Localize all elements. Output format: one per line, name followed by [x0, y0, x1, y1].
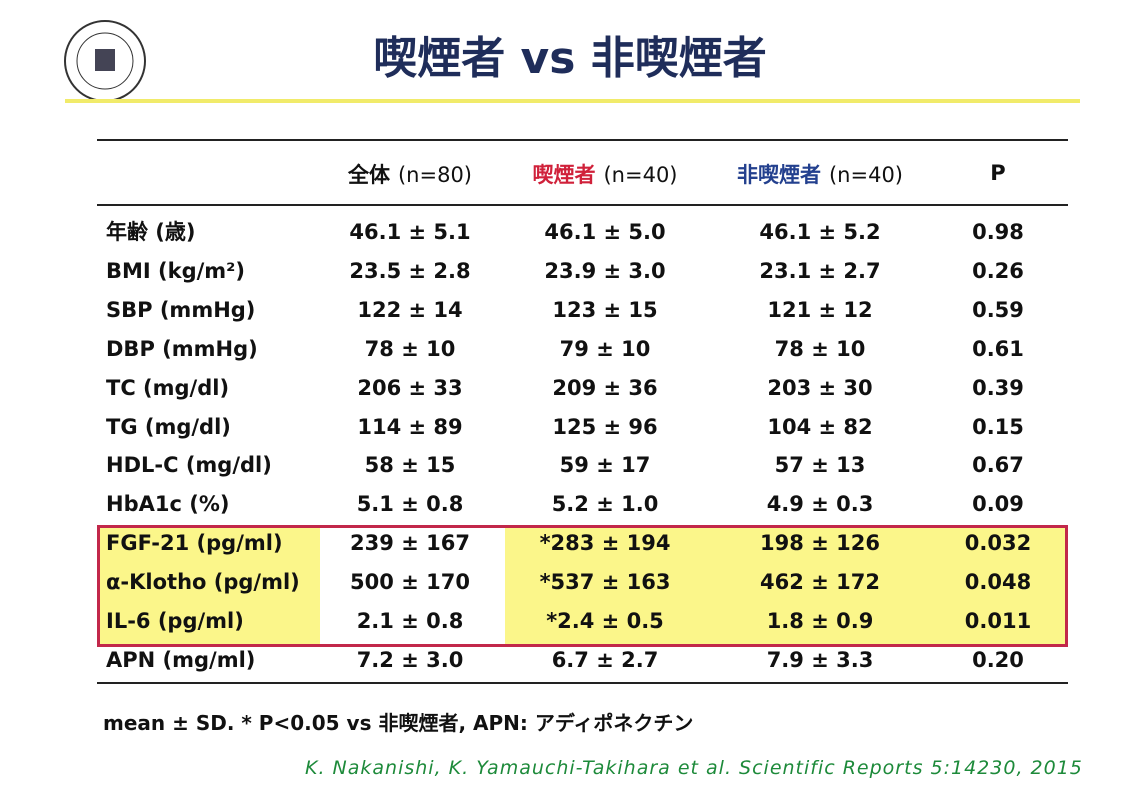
row-label: BMI (kg/m²) [106, 258, 245, 283]
cell-value: *283 ± 194 [539, 531, 671, 556]
cell-value: *2.4 ± 0.5 [546, 609, 664, 633]
cell-value: 5.2 ± 1.0 [551, 492, 659, 517]
cell-value: 23.5 ± 2.8 [349, 258, 471, 283]
cell-value: 46.1 ± 5.1 [349, 220, 471, 244]
cell-value: 122 ± 14 [357, 297, 463, 322]
p-value: 0.15 [972, 414, 1024, 439]
cell-value: 6.7 ± 2.7 [551, 647, 659, 672]
p-value: 0.26 [972, 258, 1024, 283]
row-label: TG (mg/dl) [106, 414, 231, 439]
highlight-border [97, 525, 1068, 647]
column-header: 喫煙者 (n=40) [495, 156, 715, 195]
cell-value: 206 ± 33 [357, 375, 463, 400]
row-label: APN (mg/ml) [106, 647, 256, 672]
highlight [100, 528, 320, 647]
cell-value: 23.9 ± 3.0 [544, 258, 666, 283]
footnote: mean ± SD. * P<0.05 vs 非喫煙者, APN: アディポネク… [103, 711, 694, 735]
cell-value: 239 ± 167 [350, 531, 470, 556]
table-top-rule [97, 139, 1068, 141]
column-header: 非喫煙者 (n=40) [710, 156, 930, 195]
cell-value: 462 ± 172 [760, 570, 880, 595]
cell-value: 4.9 ± 0.3 [766, 492, 874, 517]
column-label: 全体 [347, 163, 390, 187]
cell-value: 198 ± 126 [760, 531, 880, 556]
cell-value: 46.1 ± 5.2 [759, 220, 881, 244]
column-header: 全体 (n=80) [300, 156, 520, 195]
p-value: 0.98 [972, 220, 1024, 244]
cell-value: 57 ± 13 [774, 453, 866, 478]
cell-value: 59 ± 17 [559, 453, 651, 478]
cell-value: 5.1 ± 0.8 [356, 492, 464, 517]
citation: K. Nakanishi, K. Yamauchi-Takihara et al… [305, 757, 1083, 779]
row-label: HDL-C (mg/dl) [106, 453, 272, 478]
cell-value: *537 ± 163 [539, 570, 671, 595]
cell-value: 79 ± 10 [559, 336, 651, 361]
cell-value: 78 ± 10 [774, 336, 866, 361]
header-rule [97, 204, 1068, 206]
cell-value: 125 ± 96 [552, 414, 658, 439]
p-value: 0.67 [972, 453, 1024, 478]
cell-value: 104 ± 82 [767, 414, 873, 439]
cell-value: 209 ± 36 [552, 375, 658, 400]
cell-value: 2.1 ± 0.8 [356, 609, 464, 633]
p-value: 0.09 [972, 492, 1024, 517]
cell-value: 123 ± 15 [552, 297, 658, 322]
table-bottom-rule [97, 682, 1068, 684]
row-label: FGF-21 (pg/ml) [106, 531, 283, 556]
cell-value: 203 ± 30 [767, 375, 873, 400]
column-n: (n=80) [397, 163, 472, 187]
p-value: 0.39 [972, 375, 1024, 400]
p-value: 0.61 [972, 336, 1024, 361]
cell-value: 114 ± 89 [357, 414, 463, 439]
column-n: (n=40) [603, 163, 678, 187]
p-value: 0.20 [972, 647, 1024, 672]
title-rule [65, 99, 1080, 103]
row-label: TC (mg/dl) [106, 375, 230, 400]
highlight [505, 528, 1067, 647]
row-label: DBP (mmHg) [106, 336, 258, 361]
cell-value: 1.8 ± 0.9 [766, 609, 874, 633]
row-label: α-Klotho (pg/ml) [106, 570, 300, 595]
cell-value: 7.9 ± 3.3 [766, 647, 874, 672]
row-label: SBP (mmHg) [106, 297, 256, 322]
column-label: 非喫煙者 [736, 163, 821, 187]
cell-value: 78 ± 10 [364, 336, 456, 361]
p-value: 0.011 [964, 609, 1032, 633]
column-label: 喫煙者 [532, 163, 596, 187]
cell-value: 58 ± 15 [364, 453, 456, 478]
title: 喫煙者 vs 非喫煙者 [373, 33, 767, 84]
cell-value: 46.1 ± 5.0 [544, 220, 666, 244]
row-label: 年齢 (歳) [106, 220, 196, 244]
p-value: 0.032 [964, 531, 1032, 556]
column-n: (n=40) [828, 163, 903, 187]
row-label: HbA1c (%) [106, 492, 230, 517]
p-value: 0.048 [964, 570, 1032, 595]
cell-value: 121 ± 12 [767, 297, 873, 322]
cell-value: 500 ± 170 [350, 570, 470, 595]
p-header: P [990, 161, 1006, 185]
p-value: 0.59 [972, 297, 1024, 322]
cell-value: 7.2 ± 3.0 [356, 647, 464, 672]
row-label: IL-6 (pg/ml) [106, 609, 244, 633]
cell-value: 23.1 ± 2.7 [759, 258, 881, 283]
